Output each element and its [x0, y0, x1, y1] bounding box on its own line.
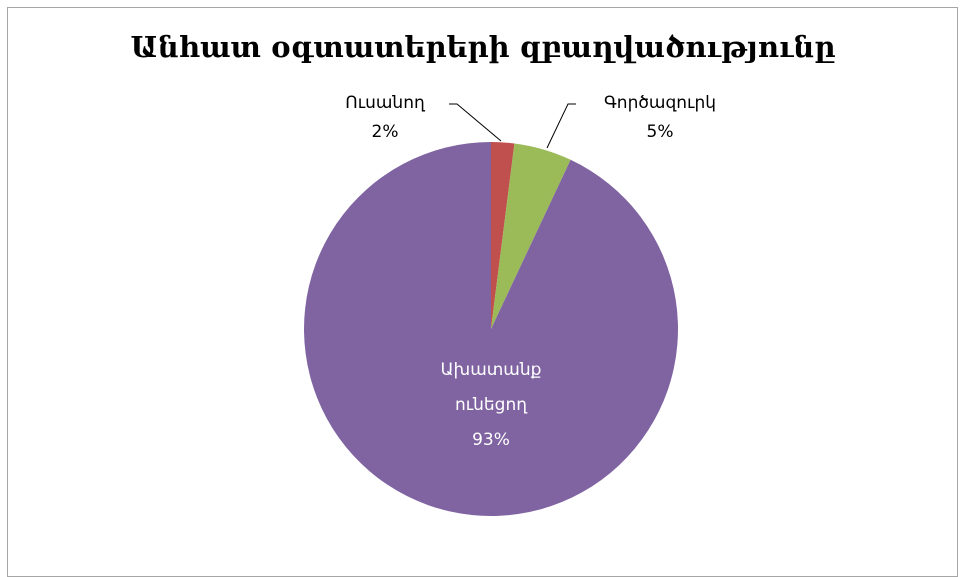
- data-label: Ախատանք ունեցող 93%: [421, 353, 561, 458]
- category-label: Գործազուրկ: [603, 93, 717, 113]
- value-label: 2%: [371, 122, 399, 142]
- pie-slice: [304, 142, 678, 516]
- category-label: Ախատանք ունեցող: [440, 360, 542, 415]
- leader-line: [449, 103, 502, 142]
- pie-slice: [491, 142, 515, 329]
- category-label: Ուսանող: [345, 93, 425, 113]
- data-label: Գործազուրկ 5%: [604, 89, 716, 147]
- chart-title: Անհատ օգտատերերի զբաղվածությունը: [130, 30, 836, 64]
- value-label: 93%: [472, 430, 510, 450]
- leader-line: [546, 103, 576, 149]
- pie-slice: [491, 143, 571, 329]
- data-label: Ուսանող 2%: [345, 89, 425, 147]
- value-label: 5%: [646, 122, 674, 142]
